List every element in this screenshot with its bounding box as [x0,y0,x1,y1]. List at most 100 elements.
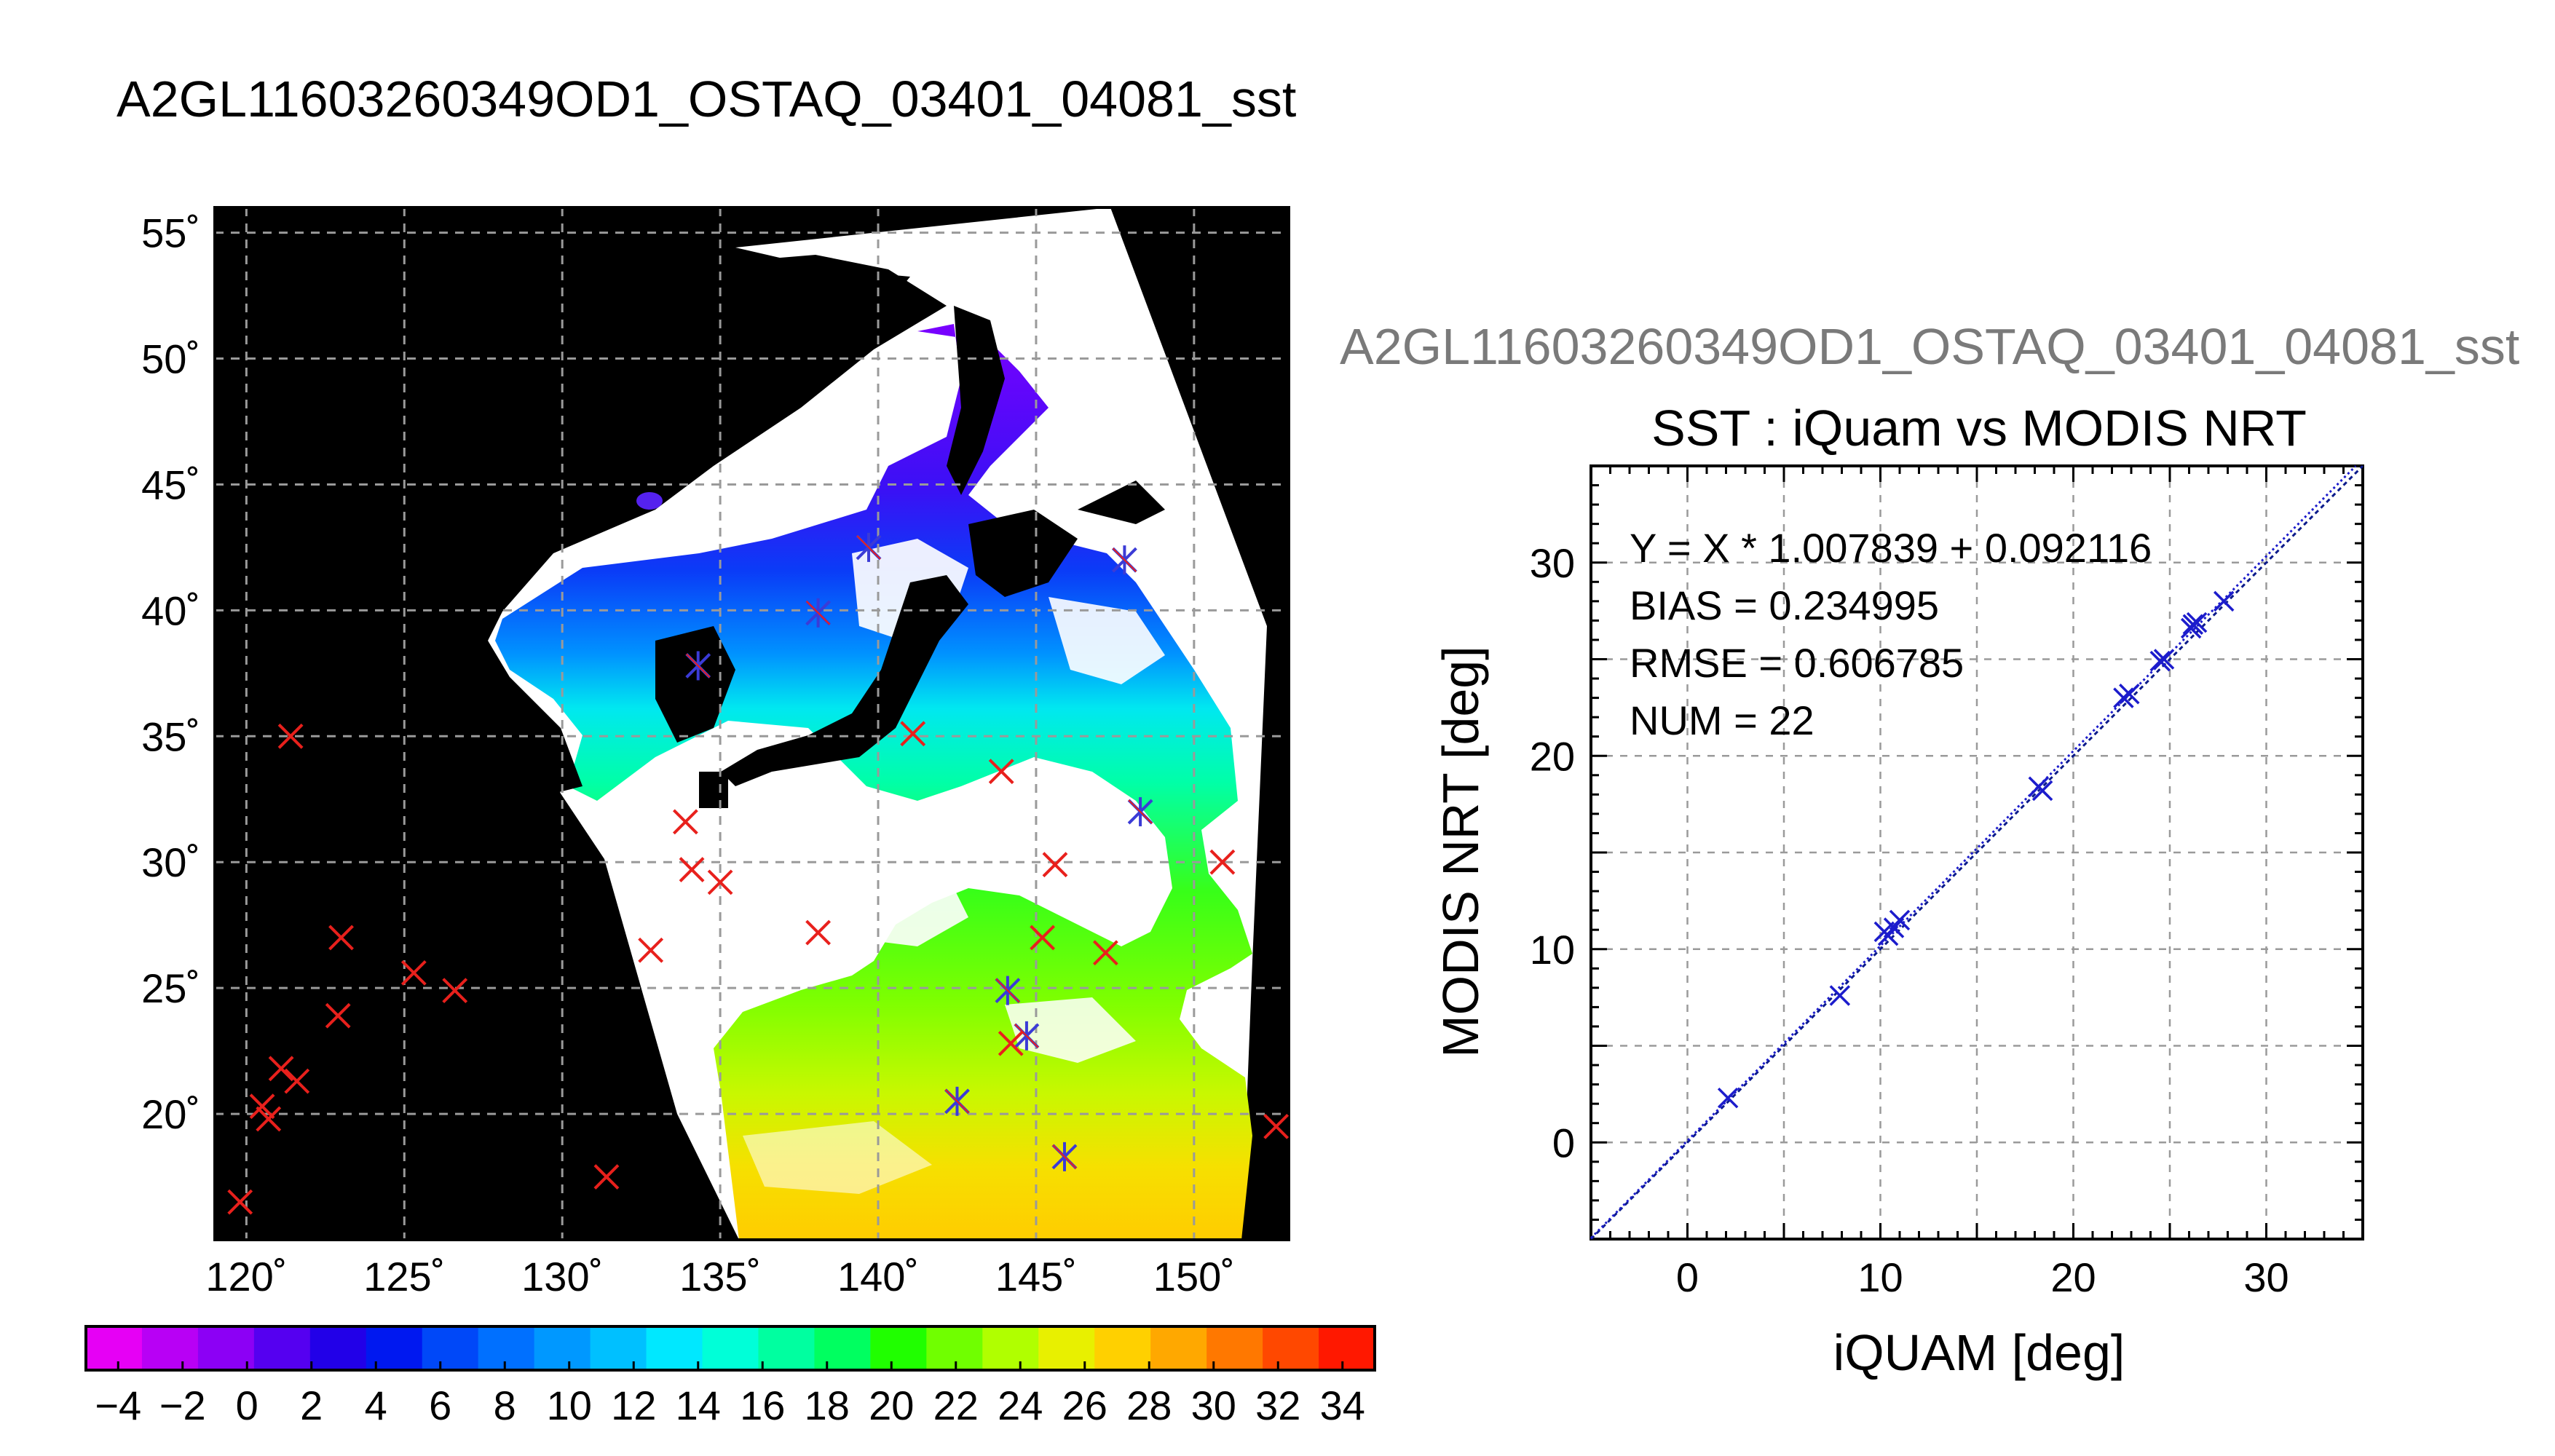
colorbar-tick-label: 32 [1255,1382,1300,1428]
matched-marker [805,598,832,628]
data-point [2153,649,2175,670]
match-marker [1030,925,1056,951]
match-marker [249,1093,275,1120]
matched-marker [944,1086,970,1116]
colorbar-swatch [253,1326,311,1370]
annotation-num: NUM = 22 [1630,697,1814,743]
matched-marker [1014,1021,1040,1051]
colorbar-tick-label: 8 [494,1382,516,1428]
colorbar-swatch [422,1326,479,1370]
lon-tick-label: 130˚ [521,1254,603,1299]
colorbar-tick-label: 12 [611,1382,656,1428]
scatter-annotations: Y = X * 1.007839 + 0.092116 BIAS = 0.234… [1630,525,2152,743]
data-point [1829,985,1851,1006]
match-marker [1042,852,1068,878]
annotation-rmse: RMSE = 0.606785 [1630,640,1964,686]
colorbar-swatch [1094,1326,1151,1370]
scatter-y-tick-label: 10 [1530,927,1575,973]
lat-tick-label: 50˚ [141,336,200,382]
land-asia-coast [215,207,947,1240]
map-ticks: 120˚ 125˚ 130˚ 135˚ 140˚ 145˚ 150˚ 55˚ 50˚ 45˚ 40˚… [141,210,1235,1299]
match-marker [268,1056,294,1082]
colorbar-tick-label: −2 [159,1382,206,1428]
scatter-xlabel: iQUAM [deg] [1833,1324,2125,1381]
colorbar-tick-label: 28 [1126,1382,1172,1428]
match-marker [325,1002,351,1029]
colorbar-tick-label: 30 [1191,1382,1236,1428]
colorbar-swatch [590,1326,647,1370]
colorbar-tick-label: 16 [740,1382,785,1428]
lake [636,492,663,510]
colorbar-tick-label: 34 [1320,1382,1365,1428]
colorbar-swatch [1150,1326,1207,1370]
colorbar-swatch [366,1326,423,1370]
data-point [2186,612,2208,633]
scatter-ticks [1590,464,2364,1241]
data-point [2182,614,2204,635]
scatter-x-tick-label: 30 [2243,1254,2289,1300]
scatter-plot: 0 10 20 30 0 10 20 30 [1530,464,2364,1300]
lon-tick-label: 150˚ [1153,1254,1235,1299]
scatter-y-tick-label: 20 [1530,733,1575,779]
colorbar-swatch [86,1326,143,1370]
data-point [1717,1087,1739,1109]
match-marker [638,937,664,963]
lat-tick-label: 40˚ [141,587,200,633]
matched-marker [995,976,1021,1005]
colorbar-frame [84,1325,1376,1372]
colorbar-swatch [141,1326,199,1370]
match-marker [442,978,468,1004]
colorbar-swatch [534,1326,591,1370]
annotation-bias: BIAS = 0.234995 [1630,582,1939,628]
sst-map: 120˚ 125˚ 130˚ 135˚ 140˚ 145˚ 150˚ 55˚ 50˚ 45˚ 40˚… [141,206,1290,1299]
matched-marker [1051,1142,1078,1171]
lat-tick-label: 45˚ [141,462,200,507]
data-point [2031,780,2053,802]
colorbar-swatch [1263,1326,1319,1370]
colorbar-swatch [646,1326,703,1370]
scatter-y-tick-label: 30 [1530,540,1575,586]
lon-tick-label: 135˚ [679,1254,761,1299]
lat-tick-label: 35˚ [141,713,200,759]
cloud-patch [837,859,968,946]
colorbar-tick-label: 4 [365,1382,387,1428]
colorbar-tick-label: 26 [1062,1382,1107,1428]
colorbar-swatch [758,1326,815,1370]
scatter-x-tick-label: 20 [2050,1254,2096,1300]
match-marker [256,1106,282,1132]
match-marker [400,960,427,986]
lat-tick-label: 30˚ [141,839,200,885]
colorbar-tick-label: 6 [429,1382,451,1428]
scatter-x-tick-label: 10 [1857,1254,1903,1300]
colorbar-swatch [1319,1326,1375,1370]
match-marker [900,721,926,747]
one-to-one-line [1590,464,2364,1241]
right-title: A2GL11603260349OD1_OSTAQ_03401_04081_sst [1340,318,2519,375]
colorbar-tick-label: 0 [236,1382,258,1428]
lat-tick-label: 25˚ [141,965,200,1011]
match-marker [1092,940,1118,966]
match-marker [277,723,304,749]
land-kuril [1078,480,1165,524]
scatter-points [1717,590,2235,1109]
colorbar-tick-label: 20 [869,1382,914,1428]
map-markers [227,532,1290,1215]
cloud-patch [1049,597,1165,684]
lat-tick-label: 55˚ [141,210,200,256]
colorbar-swatch [814,1326,871,1370]
matched-marker [856,532,882,562]
map-frame [213,206,1290,1241]
match-marker [1263,1113,1290,1139]
colorbar-tick-label: −4 [95,1382,141,1428]
land-hokkaido [968,510,1078,597]
land-honshu [721,575,968,786]
colorbar-swatch [926,1326,983,1370]
match-marker [593,1164,620,1190]
colorbar-tick-label: 2 [300,1382,323,1428]
colorbar-swatch [1038,1326,1095,1370]
data-point [2213,590,2235,612]
match-marker [672,809,698,835]
scatter-y-tick-label: 0 [1552,1120,1575,1166]
colorbar-tick-label: 22 [933,1382,979,1428]
